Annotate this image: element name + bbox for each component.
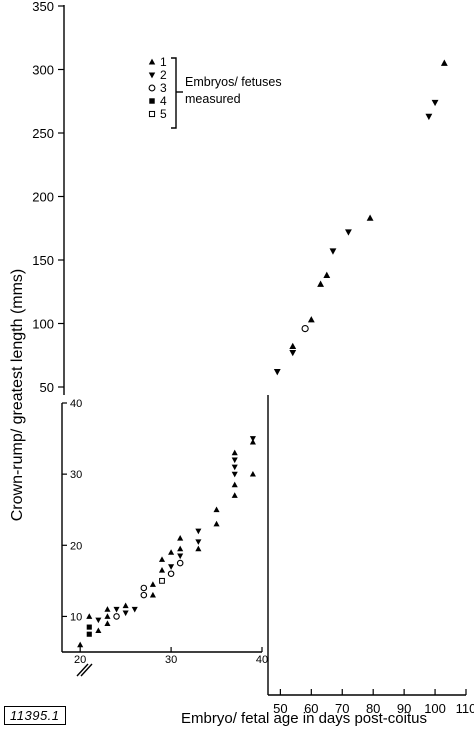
data-point <box>289 350 297 357</box>
x-tick-label: 100 <box>424 701 446 716</box>
legend-label-2: 2 <box>160 68 167 82</box>
inset-data-point <box>104 620 111 626</box>
legend-title-line-1: Embryos/ fetuses <box>185 75 282 89</box>
data-point <box>289 342 297 350</box>
inset-y-tick-label: 40 <box>70 398 82 410</box>
inset-data-point <box>95 617 102 624</box>
inset-data-point <box>231 457 238 464</box>
legend-label-4: 4 <box>160 94 167 108</box>
legend-label-5: 5 <box>160 107 167 121</box>
x-tick-label: 90 <box>397 701 411 716</box>
inset-data-point <box>104 613 111 619</box>
legend-label-1: 1 <box>160 55 167 69</box>
x-axis-title: Embryo/ fetal age in days post-coitus <box>181 710 427 727</box>
legend-marker-5 <box>148 110 156 118</box>
inset-data-point <box>158 566 166 573</box>
y-tick-label: 100 <box>32 317 54 332</box>
inset-data-point <box>113 613 120 620</box>
inset-x-tick-label: 20 <box>74 654 86 666</box>
y-tick-label: 350 <box>32 0 54 14</box>
x-tick-label: 50 <box>273 701 287 716</box>
data-point <box>317 280 325 287</box>
inset-data-point <box>140 591 148 599</box>
inset-data-point <box>113 606 120 613</box>
inset-data-point <box>177 545 184 552</box>
legend-marker-1 <box>148 58 156 65</box>
inset-x-tick-label: 30 <box>165 654 177 666</box>
inset-data-point <box>231 449 238 456</box>
inset-data-point <box>122 610 129 617</box>
legend-marker-2 <box>148 72 156 79</box>
inset-data-points <box>77 436 256 648</box>
inset-data-point <box>149 581 156 587</box>
axis-break-mark <box>76 663 93 677</box>
inset-data-point <box>195 528 202 535</box>
x-tick-label: 80 <box>366 701 380 716</box>
data-point <box>329 248 337 255</box>
inset-y-tick-label: 10 <box>70 611 82 623</box>
data-point <box>440 59 448 66</box>
inset-data-point <box>231 481 238 488</box>
legend-marker-4 <box>149 98 155 104</box>
data-point <box>431 99 439 107</box>
legend-bracket <box>171 57 177 129</box>
y-tick-label: 300 <box>32 63 54 78</box>
data-point <box>307 316 315 323</box>
inset-data-point <box>159 577 165 584</box>
inset-data-point <box>176 559 184 567</box>
legend-label-3: 3 <box>160 81 167 95</box>
inset-data-point <box>231 464 238 471</box>
inset-data-point <box>86 631 92 637</box>
inset-data-point <box>140 584 148 592</box>
inset-data-point <box>231 492 238 498</box>
main-data-points <box>273 59 448 376</box>
x-tick-label: 60 <box>304 701 318 716</box>
figure-id-label: 11395.1 <box>4 706 66 725</box>
inset-data-point <box>158 556 166 562</box>
inset-data-point <box>177 534 184 541</box>
inset-data-point <box>167 570 175 578</box>
inset-data-point <box>195 545 202 552</box>
legend-marker-3 <box>148 84 156 92</box>
inset-data-point <box>249 470 256 477</box>
x-tick-label: 70 <box>335 701 349 716</box>
inset-data-point <box>195 539 202 545</box>
inset-data-point <box>122 602 129 609</box>
inset-y-tick-label: 20 <box>70 540 82 552</box>
inset-data-point <box>249 436 256 442</box>
y-tick-label: 150 <box>32 253 54 268</box>
data-point <box>301 324 309 333</box>
inset-data-point <box>95 627 102 634</box>
data-point <box>273 369 281 376</box>
inset-data-point <box>213 506 220 513</box>
inset-data-point <box>149 591 156 598</box>
inset-data-point <box>168 564 175 570</box>
inset-y-tick-label: 30 <box>70 469 82 481</box>
legend-title-line-2: measured <box>185 92 241 106</box>
inset-data-point <box>104 606 111 612</box>
inset-data-point <box>168 549 175 555</box>
inset-axis-ticks: 10 20 30 40 20 30 40 <box>62 398 268 666</box>
inset-data-point <box>77 641 84 648</box>
data-point <box>366 214 374 221</box>
inset-data-point <box>213 520 220 527</box>
y-tick-label: 200 <box>32 190 54 205</box>
inset-data-point <box>231 471 238 478</box>
y-tick-label: 250 <box>32 126 54 141</box>
inset-data-point <box>131 606 138 613</box>
inset-data-point <box>86 613 93 619</box>
data-point <box>425 113 433 121</box>
y-tick-label: 50 <box>40 380 54 395</box>
data-point <box>323 271 331 278</box>
inset-data-point <box>86 624 92 630</box>
x-tick-label: 110 <box>456 701 474 716</box>
inset-x-tick-label: 40 <box>256 654 268 666</box>
y-axis-title: Crown-rump/ greatest length (mms) <box>9 269 26 522</box>
data-point <box>345 229 352 236</box>
inset-data-point <box>177 553 184 560</box>
